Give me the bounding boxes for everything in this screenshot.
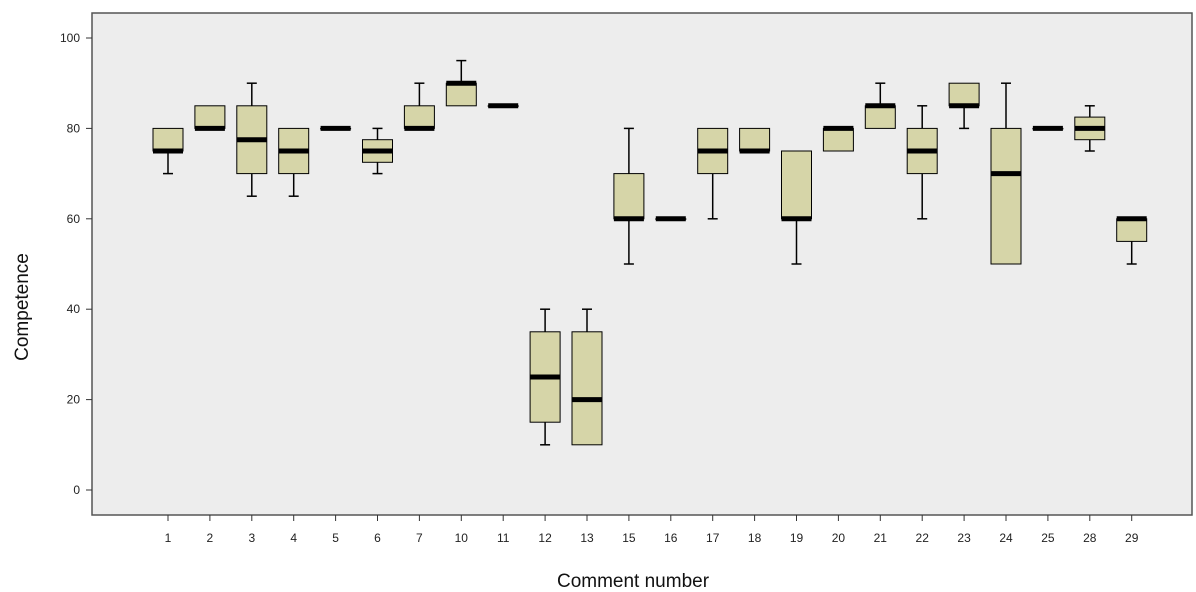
- box-7: [403, 82, 435, 131]
- box-5: [320, 125, 352, 131]
- y-tick-label: 20: [67, 393, 81, 407]
- box-25: [1032, 125, 1064, 131]
- y-tick-label: 0: [73, 483, 80, 497]
- x-tick-label: 15: [622, 531, 636, 545]
- x-tick-label: 12: [538, 531, 552, 545]
- x-tick-label: 20: [832, 531, 846, 545]
- box-22: [906, 105, 938, 220]
- box-iqr: [822, 127, 854, 152]
- x-tick-label: 22: [916, 531, 930, 545]
- box-20: [822, 125, 854, 152]
- y-axis: 0 20 40 60 80 100: [60, 31, 92, 497]
- y-axis-title: Competence: [12, 253, 33, 361]
- y-tick-label: 60: [67, 212, 81, 226]
- box-iqr: [781, 150, 812, 220]
- box-iqr: [152, 127, 184, 152]
- box-15: [613, 127, 645, 265]
- box-iqr: [403, 105, 435, 129]
- x-tick-label: 16: [664, 531, 678, 545]
- box-23: [948, 82, 980, 130]
- box-10: [445, 59, 477, 107]
- x-tick-label: 5: [332, 531, 339, 545]
- box-21: [864, 82, 896, 129]
- plot-area: [91, 12, 1193, 516]
- x-tick-label: 7: [416, 531, 423, 545]
- box-2: [194, 105, 226, 131]
- box-17: [697, 127, 729, 220]
- x-tick-label: 11: [497, 531, 510, 545]
- box-4: [278, 127, 310, 197]
- box-18: [739, 127, 771, 154]
- box-1: [152, 127, 184, 175]
- x-tick-label: 23: [957, 531, 971, 545]
- box-iqr: [1116, 218, 1148, 242]
- box-19: [781, 150, 812, 265]
- x-tick-label: 25: [1041, 531, 1055, 545]
- x-tick-label: 19: [790, 531, 804, 545]
- box-iqr: [990, 127, 1022, 265]
- box-13: [571, 308, 603, 446]
- x-tick-label: 6: [374, 531, 381, 545]
- box-iqr: [864, 105, 896, 129]
- box-11: [487, 103, 519, 109]
- x-tick-label: 4: [290, 531, 297, 545]
- x-tick-label: 1: [165, 531, 172, 545]
- box-iqr: [194, 105, 226, 129]
- box-iqr: [948, 82, 980, 107]
- box-iqr: [613, 173, 645, 220]
- box-28: [1074, 105, 1106, 152]
- x-tick-label: 18: [748, 531, 762, 545]
- x-tick-label: 3: [248, 531, 255, 545]
- y-tick-label: 100: [60, 31, 80, 45]
- x-axis-title: Comment number: [557, 571, 710, 592]
- boxes-layer: [152, 59, 1148, 446]
- box-12: [529, 308, 561, 446]
- box-3: [236, 82, 268, 197]
- y-tick-label: 80: [67, 121, 81, 135]
- box-iqr: [739, 127, 771, 152]
- x-tick-label: 21: [874, 531, 888, 545]
- box-29: [1116, 216, 1148, 265]
- x-tick-label: 2: [207, 531, 214, 545]
- box-6: [362, 127, 393, 175]
- x-tick-label: 24: [999, 531, 1013, 545]
- x-tick-label: 10: [455, 531, 469, 545]
- y-tick-label: 40: [67, 302, 81, 316]
- x-tick-label: 28: [1083, 531, 1097, 545]
- box-iqr: [571, 331, 603, 446]
- x-tick-label: 29: [1125, 531, 1139, 545]
- x-tick-label: 13: [580, 531, 594, 545]
- box-16: [655, 216, 687, 222]
- box-24: [990, 82, 1022, 265]
- x-axis: 1 2 3 4 5 6 7 10 11 12 13 15 16 17 18 19 20 21 22 23 24 25 28 2…: [165, 515, 1139, 545]
- box-iqr: [445, 82, 477, 107]
- x-tick-label: 17: [706, 531, 720, 545]
